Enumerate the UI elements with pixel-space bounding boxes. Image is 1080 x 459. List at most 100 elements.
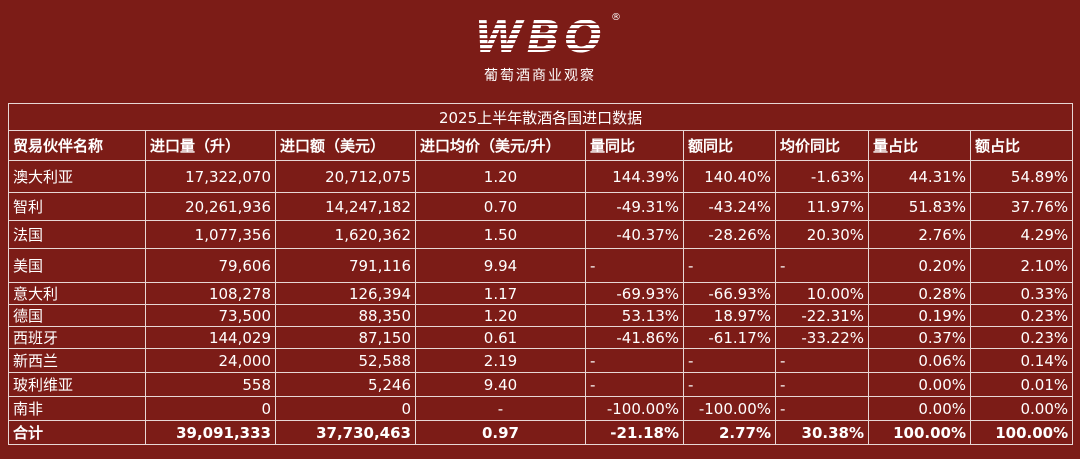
cell: 73,500 (145, 304, 276, 327)
cell: -40.37% (585, 220, 684, 249)
cell: - (683, 372, 776, 397)
table-title: 2025上半年散酒各国进口数据 (7, 103, 1074, 131)
cell: -49.31% (585, 192, 684, 221)
cell: 1.20 (415, 304, 586, 327)
cell: 108,278 (145, 282, 276, 305)
cell: - (585, 372, 684, 397)
logo: WBO ® 葡萄酒商业观察 (474, 12, 621, 84)
cell: -43.24% (683, 192, 776, 221)
cell: 37.76% (969, 192, 1074, 221)
cell: 88,350 (275, 304, 416, 327)
cell: 17,322,070 (145, 160, 276, 193)
header-cell: 额同比 (683, 130, 776, 161)
import-table: 2025上半年散酒各国进口数据 贸易伙伴名称 进口量（升） 进口额（美元） 进口均价（… (7, 103, 1074, 445)
cell: 2.76% (868, 220, 971, 249)
cell: 0.97 (415, 420, 586, 445)
cell: 18.97% (683, 304, 776, 327)
cell: 1,077,356 (145, 220, 276, 249)
cell: 0.61 (415, 326, 586, 349)
cell: -69.93% (585, 282, 684, 305)
cell: 79,606 (145, 248, 276, 283)
header-cell: 额占比 (969, 130, 1074, 161)
cell: 5,246 (275, 372, 416, 397)
cell: -41.86% (585, 326, 684, 349)
cell: 1.17 (415, 282, 586, 305)
data-row: 西班牙 144,029 87,150 0.61 -41.86% -61.17% -33.22… (8, 326, 1074, 349)
cell: 24,000 (145, 348, 276, 373)
cell: 1,620,362 (275, 220, 416, 249)
cell: 智利 (8, 192, 146, 221)
data-row: 意大利 108,278 126,394 1.17 -69.93% -66.93% 10.00… (8, 282, 1074, 305)
registered-mark: ® (611, 12, 621, 23)
cell: -21.18% (585, 420, 684, 445)
data-row: 澳大利亚 17,322,070 20,712,075 1.20 144.39% 140.4… (8, 160, 1074, 193)
header-cell: 进口量（升） (145, 130, 276, 161)
header-cell: 均价同比 (775, 130, 869, 161)
cell: -100.00% (683, 396, 776, 421)
cell: 2.10% (969, 248, 1074, 283)
cell: 53.13% (585, 304, 684, 327)
cell: 44.31% (868, 160, 971, 193)
cell: - (683, 248, 776, 283)
cell: 玻利维亚 (8, 372, 146, 397)
cell: 1.20 (415, 160, 586, 193)
cell: 144,029 (145, 326, 276, 349)
cell: 30.38% (775, 420, 869, 445)
cell: 9.40 (415, 372, 586, 397)
cell: 2.77% (683, 420, 776, 445)
data-row: 法国 1,077,356 1,620,362 1.50 -40.37% -28.26% 20… (8, 220, 1074, 249)
cell: 10.00% (775, 282, 869, 305)
cell: 0.20% (868, 248, 971, 283)
cell: 2.19 (415, 348, 586, 373)
cell: -33.22% (775, 326, 869, 349)
cell: 0.00% (969, 396, 1074, 421)
cell: 合计 (8, 420, 146, 445)
cell: 52,588 (275, 348, 416, 373)
cell: 126,394 (275, 282, 416, 305)
cell: 39,091,333 (145, 420, 276, 445)
cell: 法国 (8, 220, 146, 249)
cell: 791,116 (275, 248, 416, 283)
cell: 0.23% (969, 326, 1074, 349)
cell: - (775, 372, 869, 397)
logo-tagline: 葡萄酒商业观察 (484, 67, 596, 84)
cell: 0.23% (969, 304, 1074, 327)
cell: - (585, 248, 684, 283)
cell: - (775, 396, 869, 421)
cell: 0 (145, 396, 276, 421)
cell: -100.00% (585, 396, 684, 421)
cell: 51.83% (868, 192, 971, 221)
data-row: 德国 73,500 88,350 1.20 53.13% 18.97% -22.31% 0.1… (8, 304, 1074, 327)
cell: 0.19% (868, 304, 971, 327)
cell: 37,730,463 (275, 420, 416, 445)
data-row: 玻利维亚 558 5,246 9.40- - -0.00% 0.01% (8, 372, 1074, 397)
cell: 0 (275, 396, 416, 421)
cell: 20,261,936 (145, 192, 276, 221)
cell: 11.97% (775, 192, 869, 221)
cell: 意大利 (8, 282, 146, 305)
cell: 9.94 (415, 248, 586, 283)
cell: 0.37% (868, 326, 971, 349)
cell: 87,150 (275, 326, 416, 349)
cell: 100.00% (868, 420, 971, 445)
cell: - (775, 248, 869, 283)
cell: 4.29% (969, 220, 1074, 249)
cell: 美国 (8, 248, 146, 283)
cell: - (683, 348, 776, 373)
cell: 0.70 (415, 192, 586, 221)
cell: - (775, 348, 869, 373)
cell: -66.93% (683, 282, 776, 305)
cell: -61.17% (683, 326, 776, 349)
cell: -22.31% (775, 304, 869, 327)
cell: 54.89% (969, 160, 1074, 193)
cell: -1.63% (775, 160, 869, 193)
title-row: 2025上半年散酒各国进口数据 (7, 103, 1074, 131)
header-row: 贸易伙伴名称 进口量（升） 进口额（美元） 进口均价（美元/升） 量同比 额同比 均价同比量… (8, 130, 1074, 161)
cell: 南非 (8, 396, 146, 421)
cell: 0.00% (868, 396, 971, 421)
header-cell: 进口均价（美元/升） (415, 130, 586, 161)
cell: 20,712,075 (275, 160, 416, 193)
cell: 0.14% (969, 348, 1074, 373)
cell: 0.33% (969, 282, 1074, 305)
